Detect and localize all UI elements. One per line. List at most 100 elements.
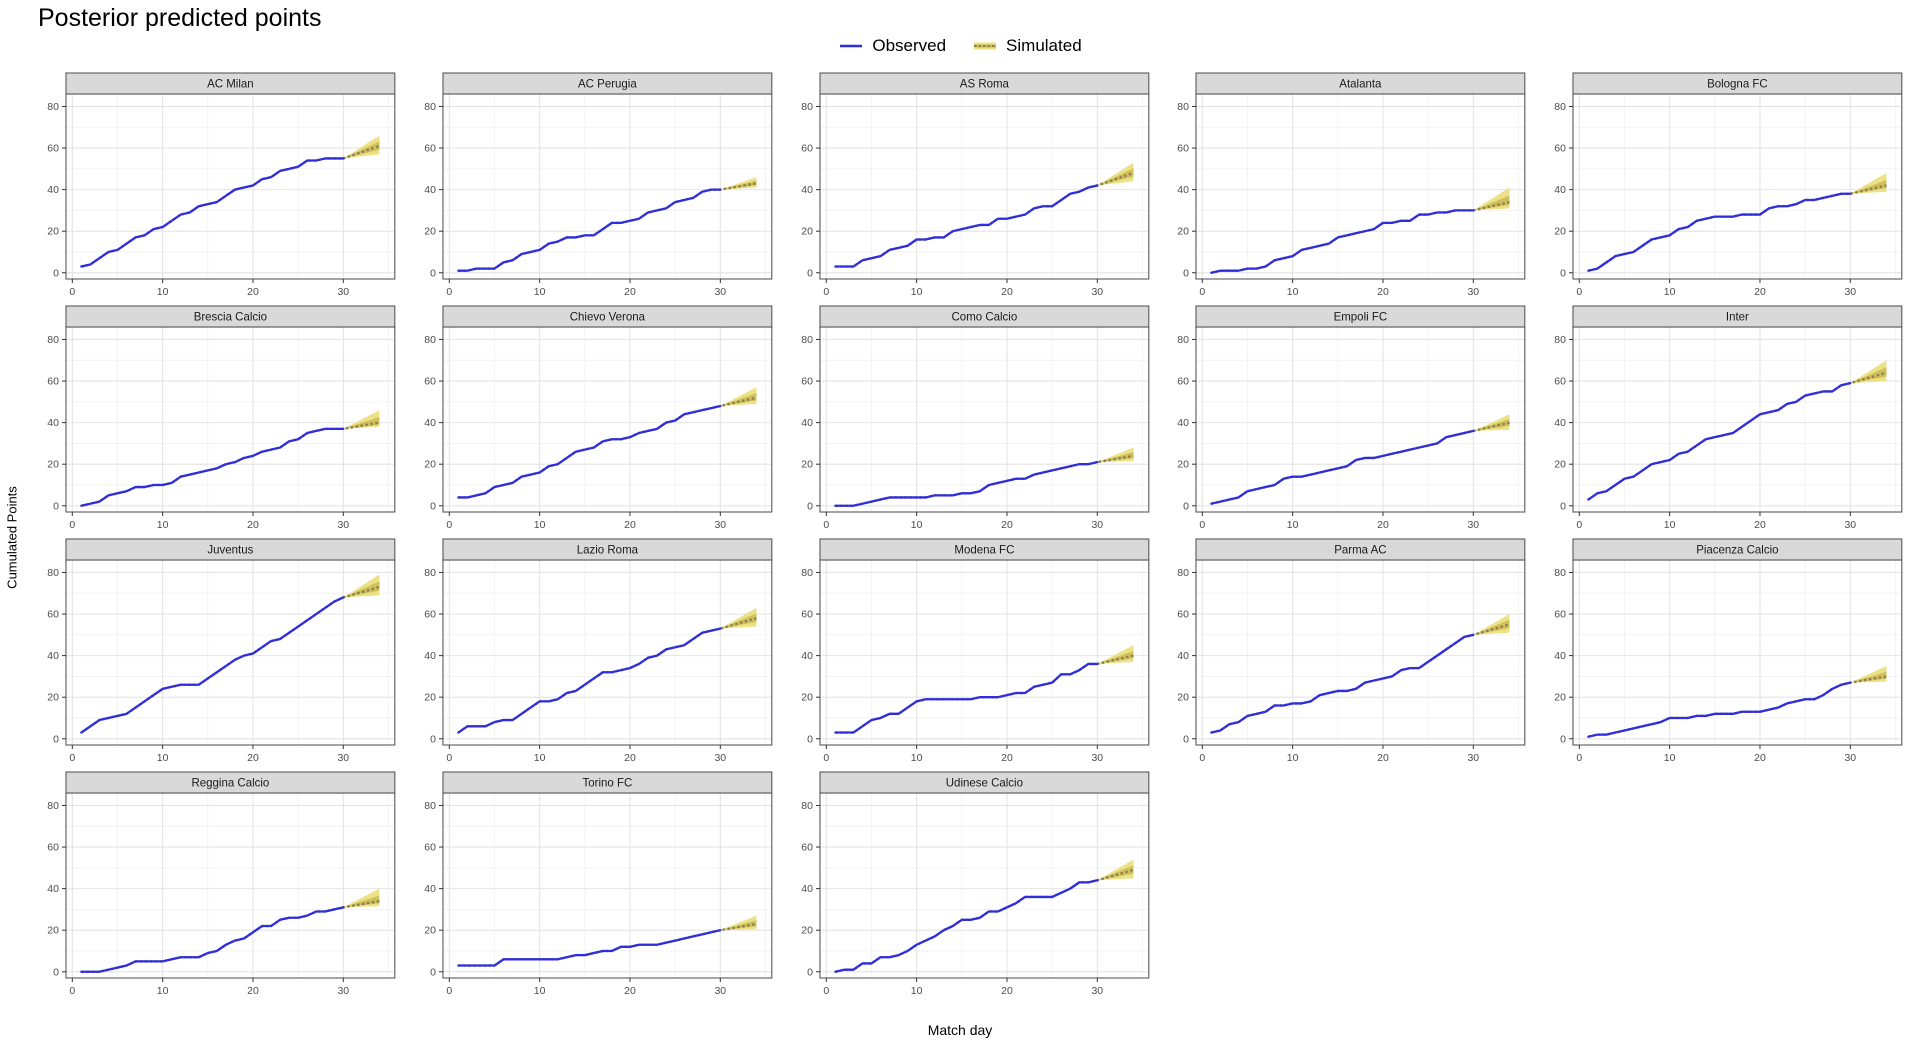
legend-label-simulated: Simulated: [1006, 36, 1082, 55]
x-tick-label: 20: [1001, 520, 1013, 531]
y-tick-label: 0: [807, 268, 813, 279]
y-tick-label: 80: [1555, 568, 1567, 579]
facet-strip: [819, 538, 1149, 561]
y-tick-label: 40: [801, 884, 813, 895]
y-tick-label: 60: [47, 843, 59, 854]
y-tick-label: 20: [47, 227, 59, 238]
x-tick-label: 0: [69, 520, 75, 531]
facet-title: Lazio Roma: [577, 544, 639, 556]
sim-inner-band: [1850, 179, 1887, 194]
x-tick-label: 0: [69, 287, 75, 298]
facet-chart: Brescia Calcio 0 10 20 30 0 20 40 60 80: [47, 305, 396, 531]
facet-title: Empoli FC: [1334, 311, 1388, 323]
observed-line: [1587, 192, 1852, 272]
x-tick-label: 10: [910, 753, 922, 764]
facet-chart: Como Calcio 0 10 20 30 0 20 40 60 80: [801, 305, 1149, 531]
facet-title: Juventus: [207, 544, 253, 556]
facet-chart: Parma AC 0 10 20 30 0 20 40 60 80: [1178, 538, 1526, 764]
x-tick-label: 10: [157, 287, 169, 298]
y-tick-label: 60: [1178, 144, 1190, 155]
facet-title: Como Calcio: [951, 311, 1017, 323]
facet-bologna-fc: Bologna FC 0 10 20 30 0 20 40 60 80: [1537, 72, 1908, 305]
x-tick-label: 0: [823, 520, 829, 531]
y-tick-label: 60: [801, 144, 813, 155]
observed-line: [833, 460, 1099, 507]
x-tick-label: 0: [823, 986, 829, 997]
y-tick-label: 80: [424, 568, 436, 579]
y-tick-label: 0: [807, 501, 813, 512]
facet-chart: Piacenza Calcio 0 10 20 30 0 20 40 60 80: [1555, 538, 1903, 764]
x-tick-label: 20: [1378, 287, 1390, 298]
y-tick-label: 40: [1178, 418, 1190, 429]
observed-line: [456, 929, 722, 967]
y-tick-label: 20: [1178, 460, 1190, 471]
x-tick-label: 30: [1845, 753, 1857, 764]
x-tick-label: 30: [1091, 753, 1103, 764]
facet-title: Modena FC: [954, 544, 1014, 556]
y-tick-label: 60: [1555, 610, 1567, 621]
y-tick-label: 60: [1555, 144, 1567, 155]
legend: Observed Simulated: [0, 36, 1920, 56]
y-tick-label: 40: [1178, 185, 1190, 196]
x-tick-label: 20: [624, 753, 636, 764]
y-tick-label: 60: [424, 843, 436, 854]
facet-strip: [442, 538, 773, 561]
facet-ac-perugia: AC Perugia 0 10 20 30 0 20 40 60 80: [407, 72, 778, 305]
facet-title: Brescia Calcio: [194, 311, 267, 323]
y-tick-label: 80: [801, 102, 813, 113]
y-tick-label: 0: [1184, 734, 1190, 745]
y-tick-label: 40: [424, 418, 436, 429]
x-tick-label: 0: [823, 753, 829, 764]
y-tick-label: 40: [424, 651, 436, 662]
x-tick-label: 10: [910, 287, 922, 298]
x-tick-label: 0: [1577, 520, 1583, 531]
facet-strip: [1572, 305, 1903, 328]
x-tick-label: 0: [446, 287, 452, 298]
facet-title: Atalanta: [1340, 78, 1383, 90]
facet-strip: [1195, 305, 1526, 328]
facet-title: AC Perugia: [578, 78, 637, 90]
y-tick-label: 20: [424, 460, 436, 471]
x-tick-label: 0: [1200, 520, 1206, 531]
facet-reggina-calcio: Reggina Calcio 0 10 20 30 0 20 40 60 80: [30, 771, 401, 1004]
y-tick-label: 40: [47, 651, 59, 662]
y-tick-label: 60: [47, 610, 59, 621]
y-tick-label: 60: [801, 610, 813, 621]
y-tick-label: 80: [47, 801, 59, 812]
y-tick-label: 0: [53, 734, 59, 745]
y-tick-label: 20: [1555, 227, 1567, 238]
x-tick-label: 10: [534, 520, 546, 531]
y-tick-label: 0: [430, 734, 436, 745]
x-tick-label: 0: [446, 986, 452, 997]
facet-as-roma: AS Roma 0 10 20 30 0 20 40 60 80: [784, 72, 1155, 305]
y-tick-label: 40: [1178, 651, 1190, 662]
y-tick-label: 80: [801, 801, 813, 812]
facet-empoli-fc: Empoli FC 0 10 20 30 0 20 40 60 80: [1160, 305, 1531, 538]
y-tick-label: 80: [424, 102, 436, 113]
x-tick-label: 10: [1287, 520, 1299, 531]
y-tick-label: 40: [424, 884, 436, 895]
x-tick-label: 0: [69, 753, 75, 764]
observed-line: [456, 404, 722, 499]
x-tick-label: 20: [1754, 287, 1766, 298]
facet-strip: [1572, 538, 1903, 561]
observed-line: [80, 596, 345, 734]
y-tick-label: 80: [1178, 335, 1190, 346]
facet-strip: [1195, 72, 1526, 95]
facet-chart: AC Perugia 0 10 20 30 0 20 40 60 80: [424, 72, 773, 298]
y-tick-label: 20: [1555, 460, 1567, 471]
x-tick-label: 10: [534, 287, 546, 298]
y-tick-label: 80: [801, 568, 813, 579]
facet-title: Bologna FC: [1707, 78, 1768, 90]
legend-item-observed: Observed: [838, 36, 946, 56]
facet-lazio-roma: Lazio Roma 0 10 20 30 0 20 40 60 80: [407, 538, 778, 771]
facet-title: Udinese Calcio: [945, 777, 1022, 789]
observed-line-key-icon: [840, 44, 863, 48]
observed-line: [1210, 209, 1475, 274]
facet-chart: Torino FC 0 10 20 30 0 20 40 60 80: [424, 771, 773, 997]
x-tick-label: 0: [1200, 287, 1206, 298]
y-tick-label: 80: [1555, 335, 1567, 346]
x-tick-label: 20: [1378, 753, 1390, 764]
y-tick-label: 60: [801, 843, 813, 854]
